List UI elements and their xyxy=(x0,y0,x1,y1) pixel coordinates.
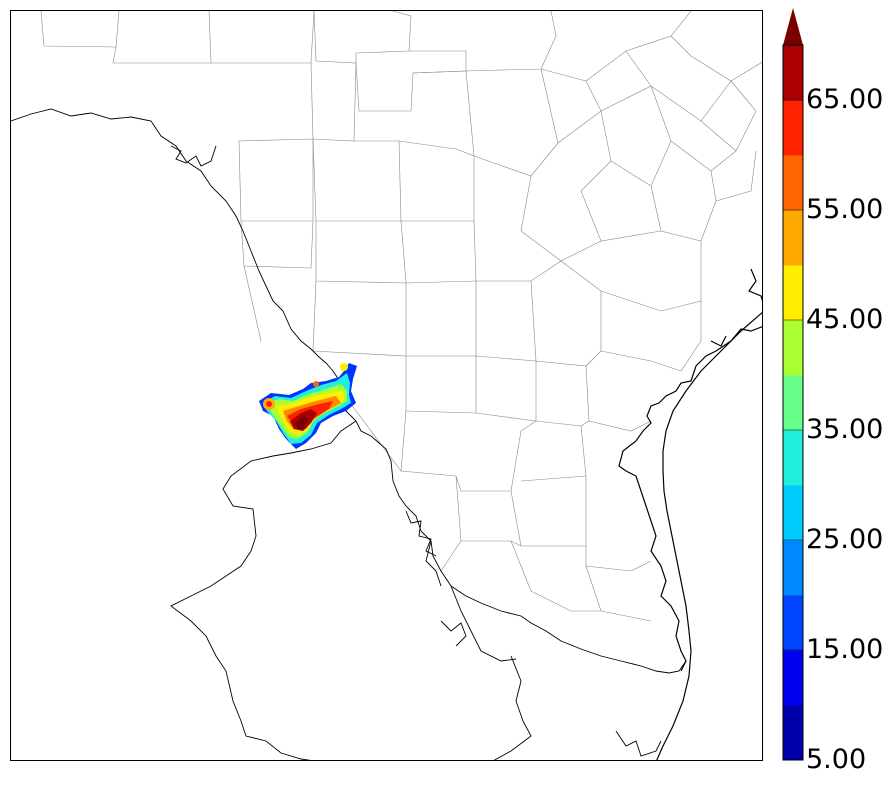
map-panel xyxy=(10,10,763,761)
coastline xyxy=(618,268,762,760)
colorbar-swatch xyxy=(783,375,803,431)
colorbar-swatch xyxy=(783,320,803,376)
colorbar-swatch xyxy=(783,595,803,651)
colorbar-extend-arrow xyxy=(783,8,803,45)
colorbar-swatch xyxy=(783,650,803,706)
colorbar-tick-label: 45.00 xyxy=(806,304,884,335)
colorbar-swatch xyxy=(783,265,803,321)
colorbar-tick-label: 15.00 xyxy=(806,634,884,665)
colorbar-tick-label: 55.00 xyxy=(806,194,884,225)
colorbar-tick-label: 25.00 xyxy=(806,524,884,555)
colorbar-swatch xyxy=(783,100,803,156)
rio-grande-details xyxy=(170,145,662,757)
colorbar-swatch xyxy=(783,210,803,266)
colorbar-swatches xyxy=(783,45,803,761)
colorbar xyxy=(782,8,804,761)
colorbar-swatch xyxy=(783,705,803,761)
colorbar-swatch xyxy=(783,155,803,211)
international-border xyxy=(11,108,687,760)
map-canvas xyxy=(11,11,762,760)
colorbar-tick-label: 35.00 xyxy=(806,414,884,445)
colorbar-ticks xyxy=(783,99,803,761)
colorbar-tick-label: 5.00 xyxy=(806,744,867,775)
colorbar-swatch xyxy=(783,540,803,596)
colorbar-swatch xyxy=(783,430,803,486)
colorbar-swatch xyxy=(783,45,803,101)
county-borders xyxy=(40,11,762,622)
colorbar-tick-label: 65.00 xyxy=(806,84,884,115)
precipitation-cell xyxy=(259,363,357,449)
colorbar-swatch xyxy=(783,485,803,541)
